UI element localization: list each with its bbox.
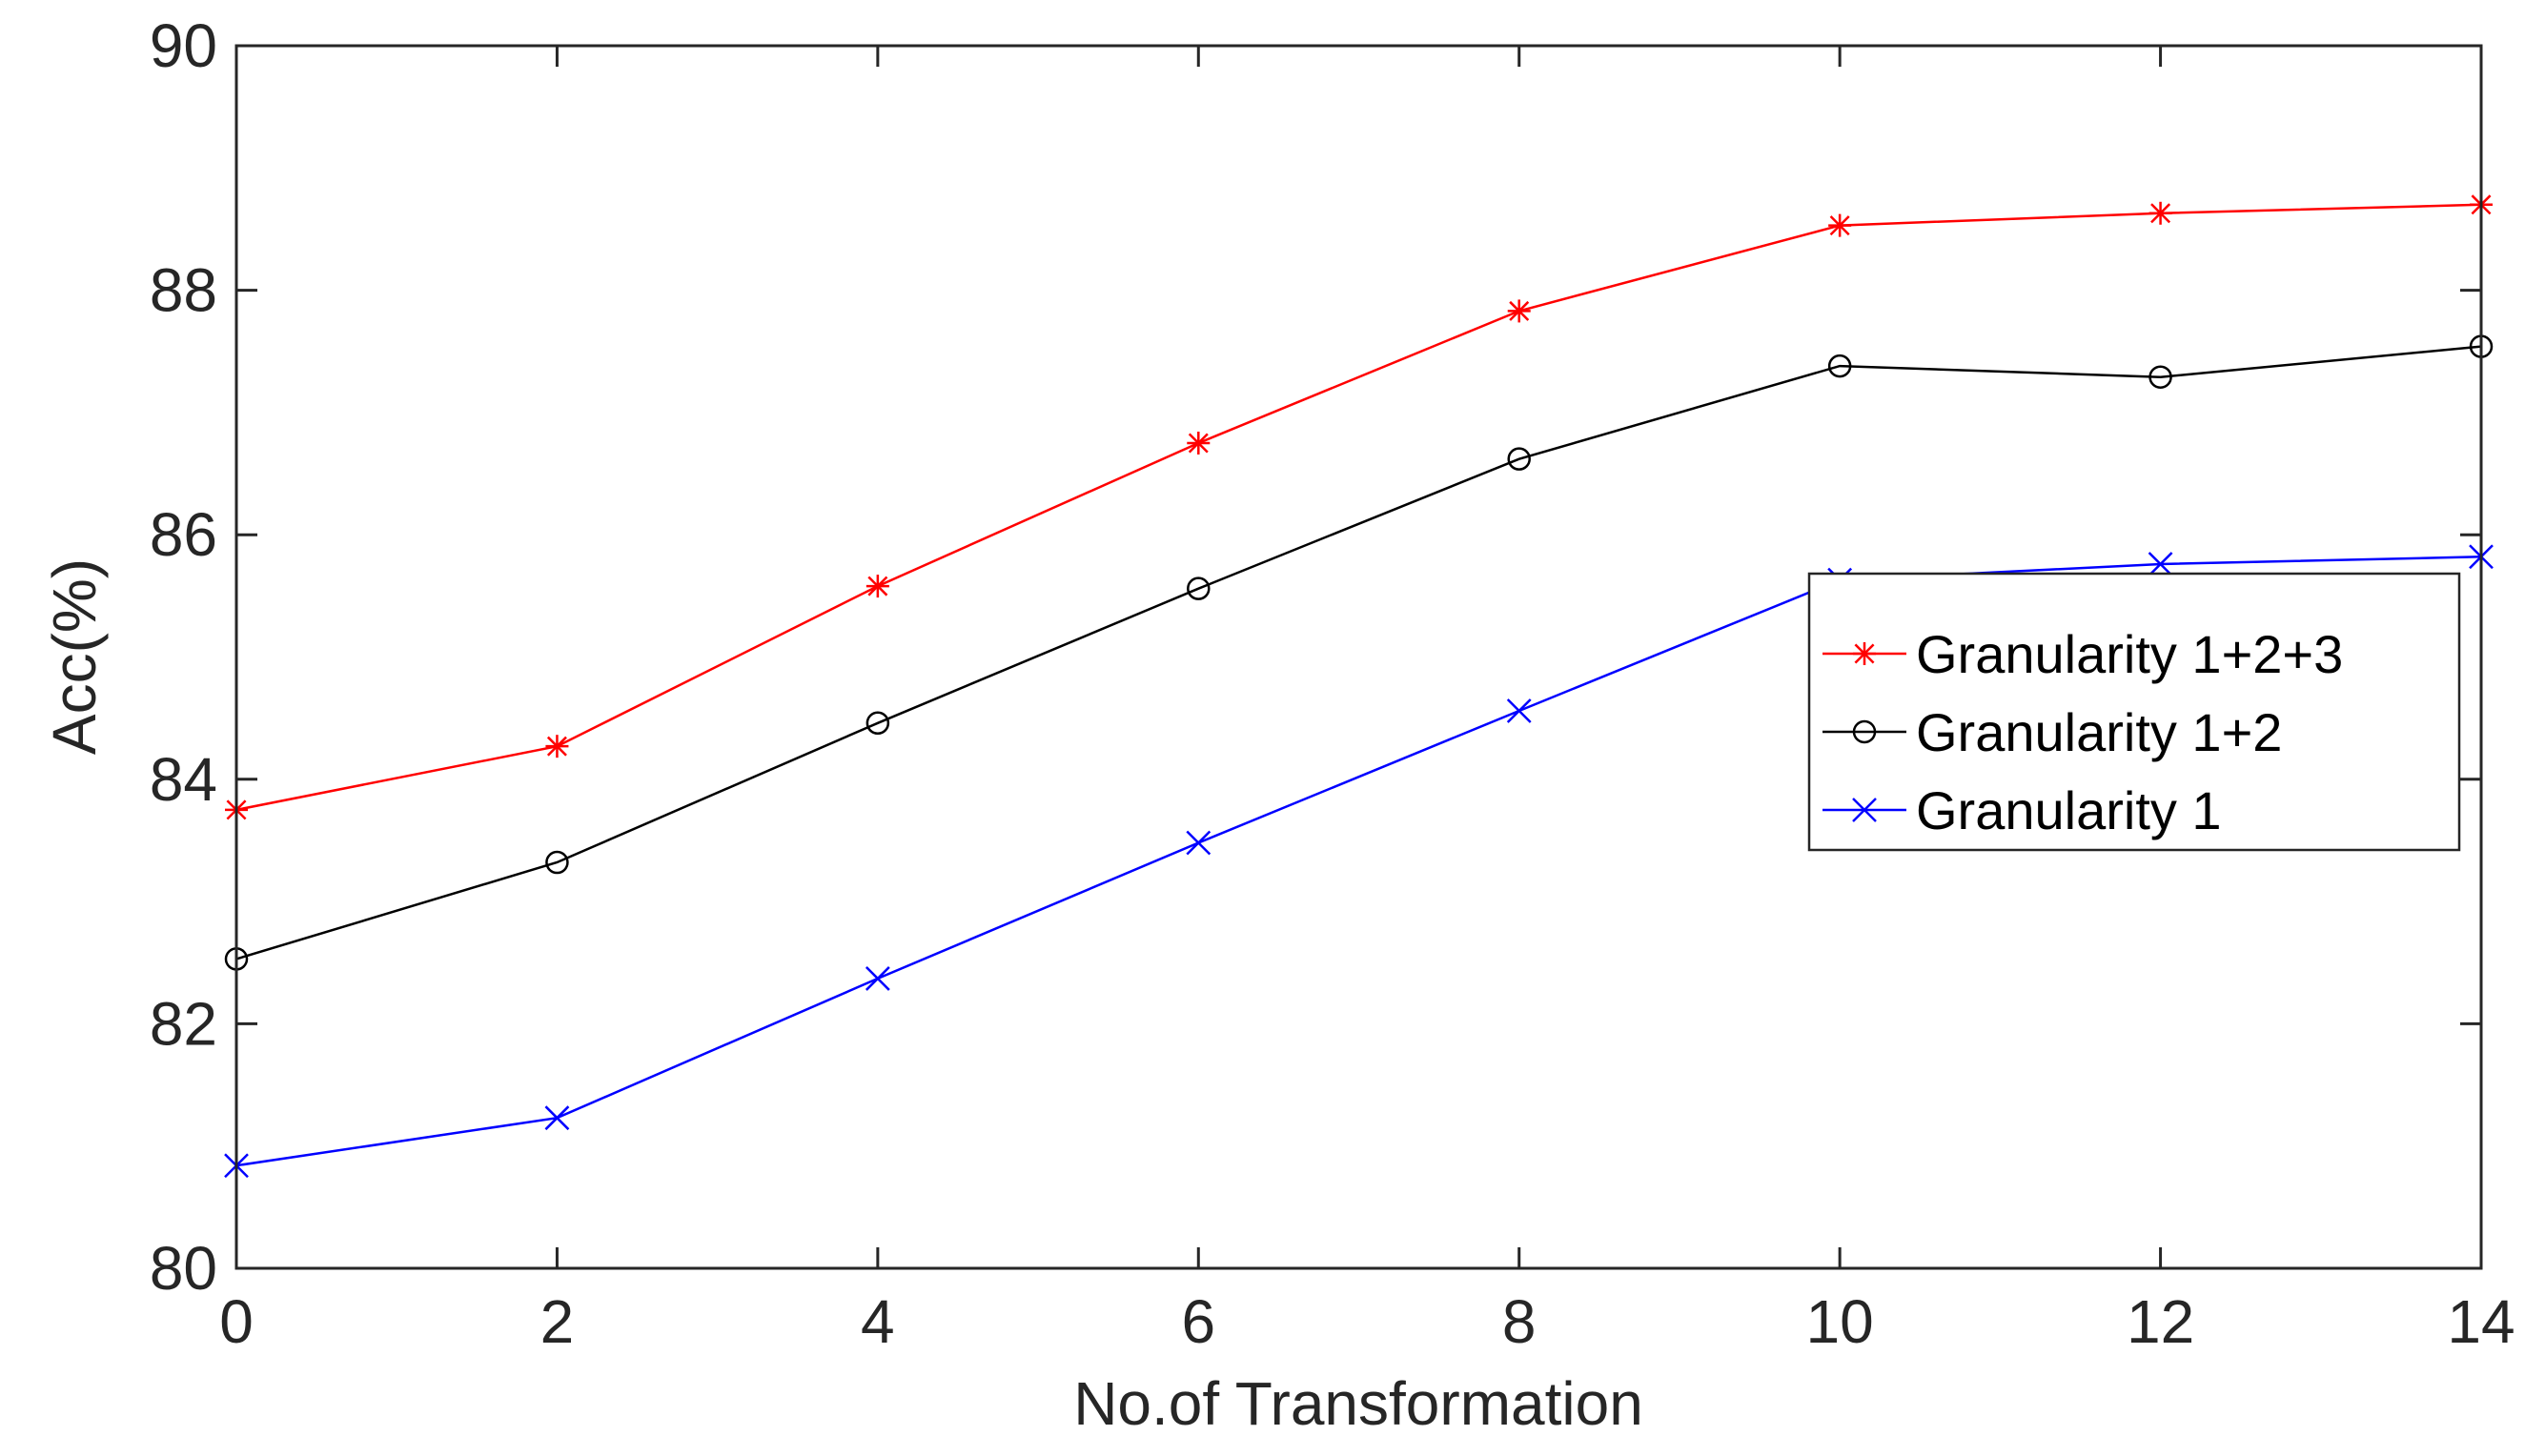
series-line [235, 345, 2482, 961]
legend-marker [1852, 798, 1877, 822]
data-point [545, 735, 569, 758]
data-point [865, 711, 890, 736]
y-tick-label: 88 [150, 256, 217, 325]
data-point [2148, 365, 2172, 389]
legend-marker [1853, 642, 1876, 665]
series-line [235, 556, 2482, 1167]
x-tick-label: 6 [1181, 1287, 1215, 1356]
series-line [235, 203, 2482, 812]
data-point [1187, 431, 1211, 455]
x-axis-title: No.of Transformation [1073, 1369, 1643, 1438]
data-point [545, 850, 569, 875]
x-tick-label: 4 [861, 1287, 895, 1356]
legend-label: Granularity 1+2+3 [1916, 624, 2343, 684]
y-tick-label: 90 [150, 11, 217, 80]
series-2 [224, 334, 2494, 971]
y-tick-label: 80 [150, 1234, 217, 1303]
data-point [2148, 552, 2173, 576]
x-tick-label: 0 [219, 1287, 254, 1356]
data-point [1828, 213, 1852, 237]
legend-entry: Granularity 1+2 [1822, 702, 2282, 762]
x-tick-label: 8 [1502, 1287, 1537, 1356]
plot-frame [234, 44, 2483, 1270]
data-point [1507, 447, 1531, 471]
data-point [2148, 201, 2172, 225]
data-point [865, 575, 889, 598]
x-tick-label: 10 [1806, 1287, 1874, 1356]
legend: Granularity 1+2+3 Granularity 1+2 Granular… [1807, 572, 2461, 852]
x-tick-label: 2 [540, 1287, 575, 1356]
data-point [544, 1105, 570, 1131]
data-point [865, 966, 890, 991]
y-tick-label: 86 [150, 500, 217, 569]
data-point [1187, 576, 1211, 600]
data-point [1506, 698, 1532, 723]
legend-entry: Granularity 1 [1822, 780, 2222, 840]
legend-entry: Granularity 1+2+3 [1822, 624, 2343, 684]
data-point [1507, 299, 1531, 323]
y-tick-label: 84 [150, 745, 217, 814]
x-tick-label: 14 [2447, 1287, 2515, 1356]
legend-marker [1852, 719, 1877, 744]
x-tick-label: 12 [2127, 1287, 2194, 1356]
data-point [1827, 354, 1852, 378]
y-tick-label: 82 [150, 989, 217, 1058]
legend-label: Granularity 1+2 [1916, 702, 2282, 762]
legend-box [1807, 572, 2461, 852]
data-point [1186, 830, 1212, 856]
legend-label: Granularity 1 [1916, 780, 2222, 840]
series-1 [225, 192, 2493, 821]
y-axis-title: Acc(%) [40, 558, 109, 755]
